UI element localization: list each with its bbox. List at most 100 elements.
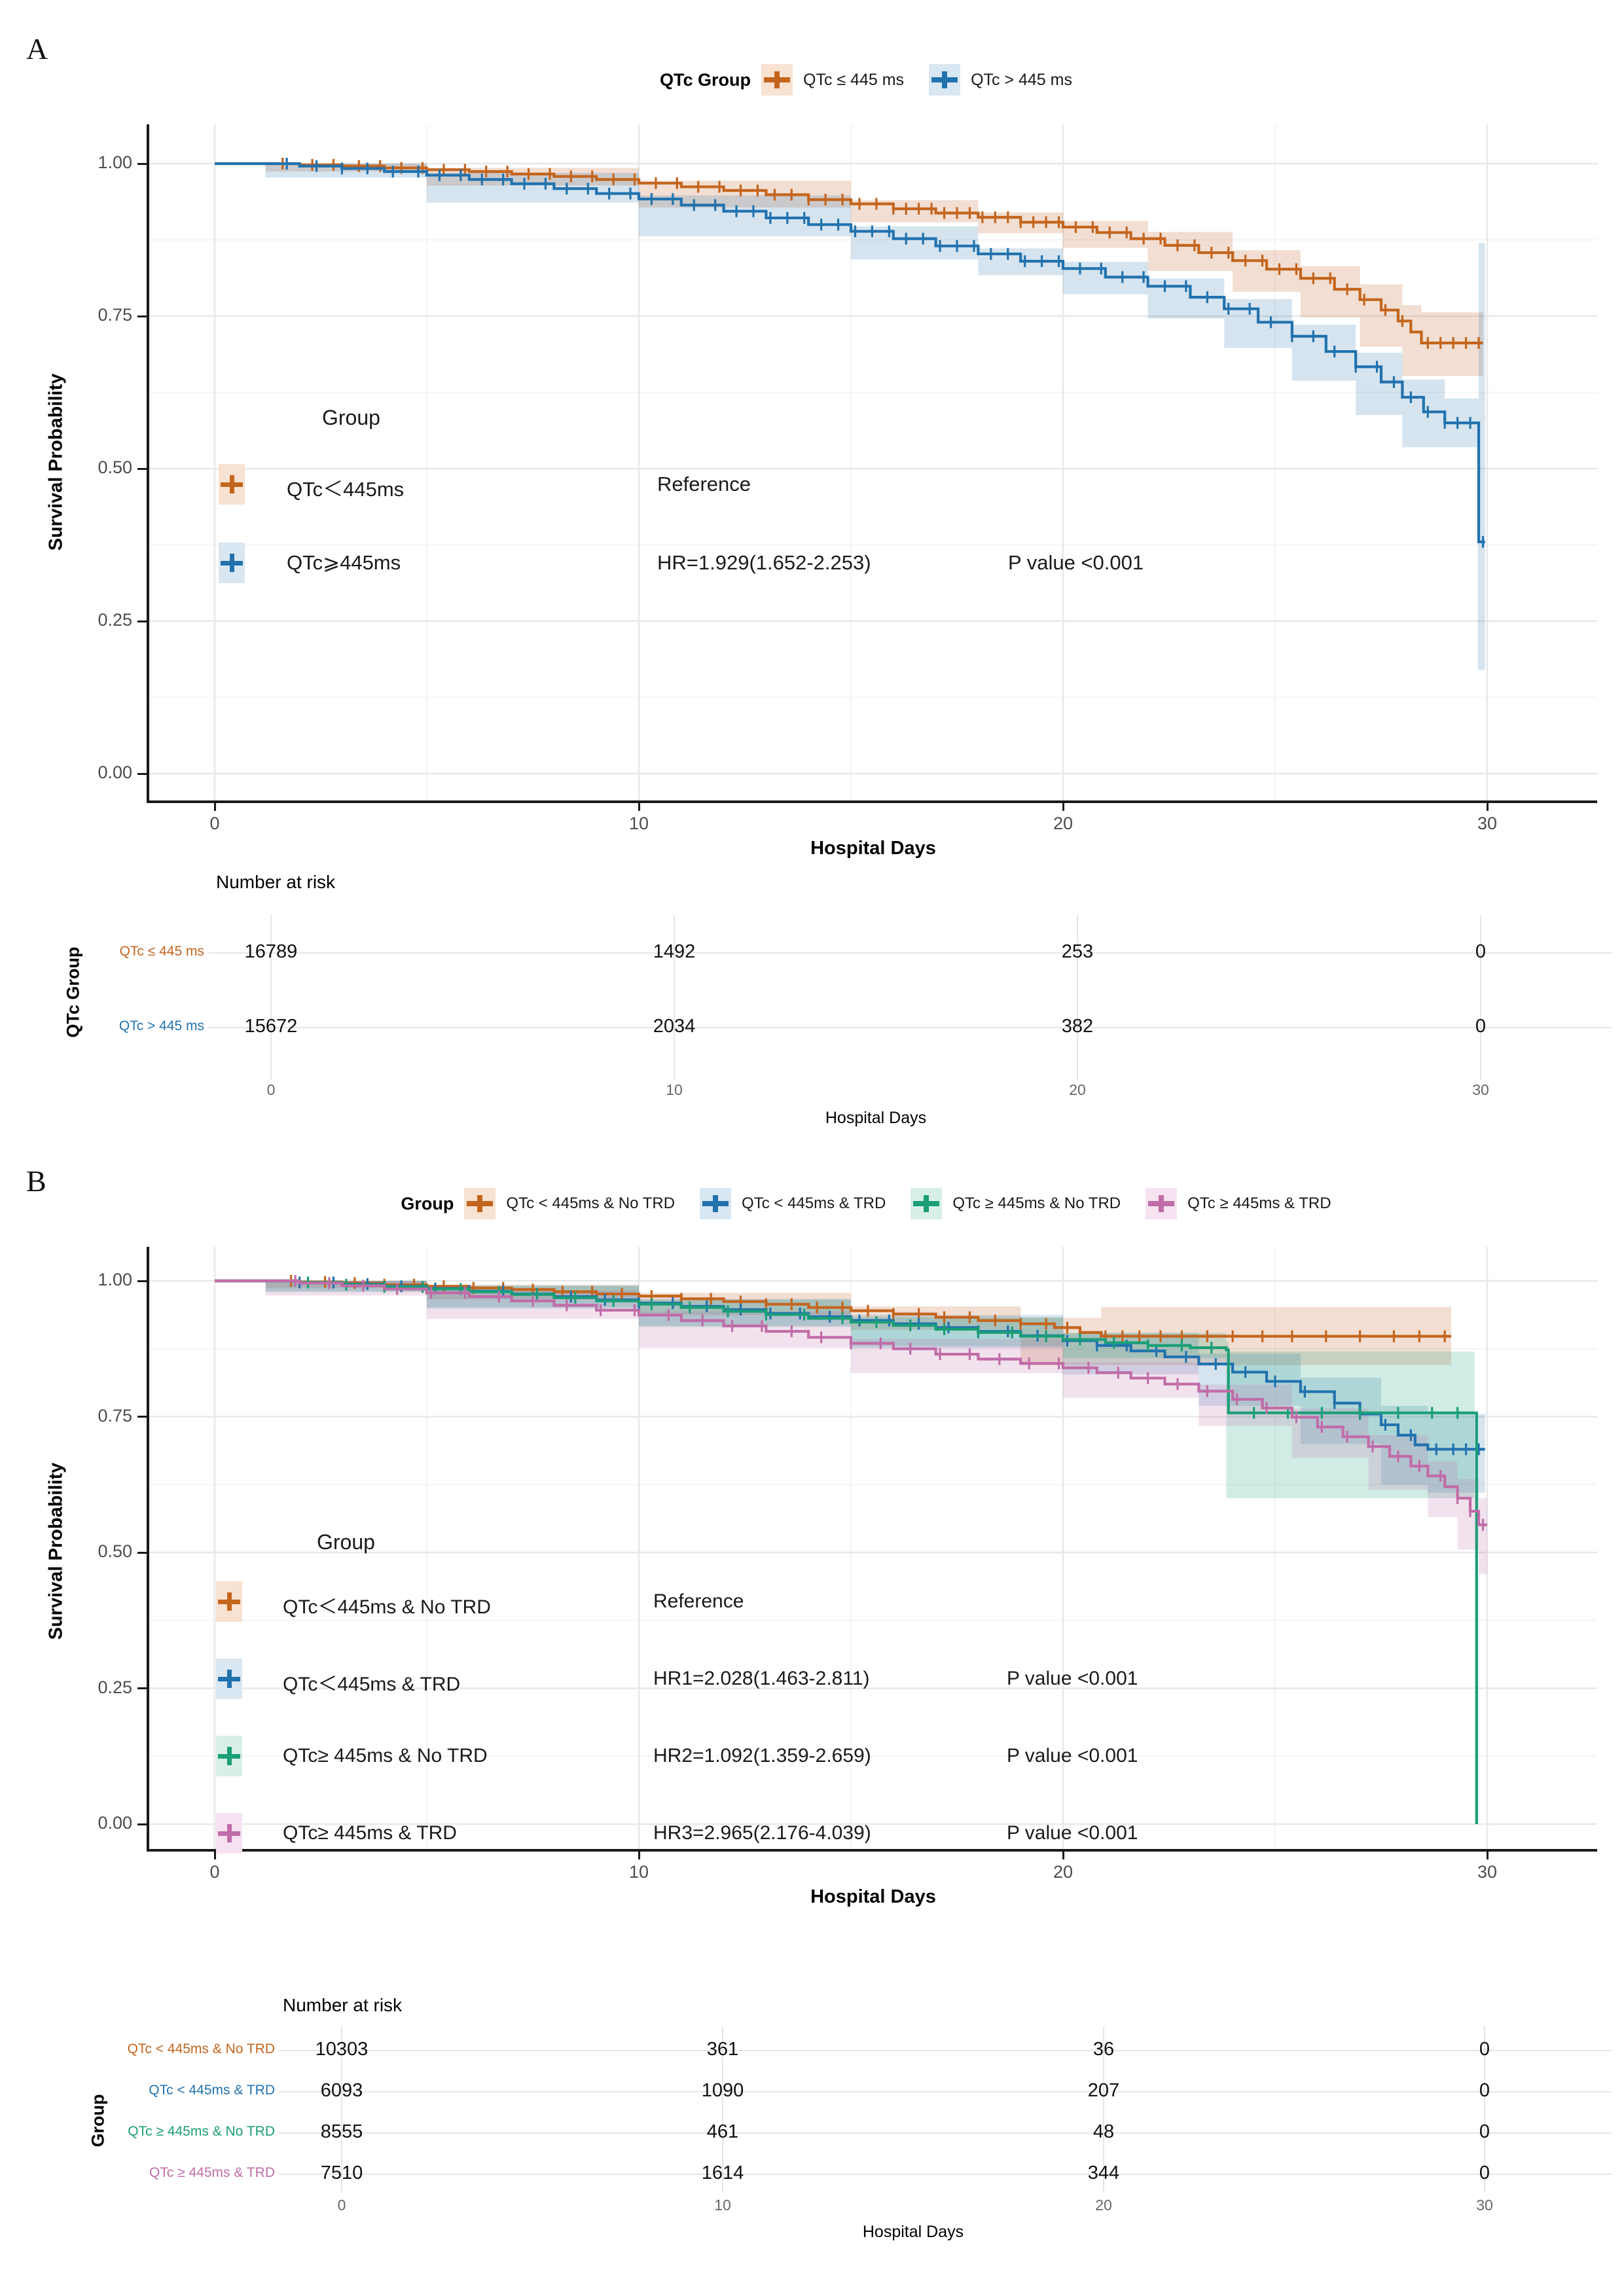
risk-value: 361 — [706, 2039, 739, 2060]
risk-table-gridline-v — [1077, 915, 1078, 1080]
risk-value: 16789 — [244, 941, 298, 962]
confidence-band-qtc-gt-445 — [265, 164, 1485, 670]
x-tick-mark — [1486, 1852, 1489, 1859]
risk-table-gridline-v — [1480, 915, 1481, 1080]
risk-value: 8555 — [320, 2121, 363, 2142]
legend-b-entry-3: QTc ≥ 445ms & TRD — [1187, 1194, 1331, 1212]
risk-value: 461 — [706, 2121, 739, 2142]
risk-table-gridline-v — [674, 915, 675, 1080]
y-tick-label: 0.75 — [98, 305, 132, 325]
y-tick-mark — [137, 620, 147, 622]
risk-table-gridline-h — [279, 2174, 1612, 2175]
x-tick-mark — [213, 803, 216, 811]
risk-value: 0 — [1479, 2080, 1490, 2101]
risk-table-a-title: Number at risk — [216, 872, 336, 892]
y-tick-mark — [137, 162, 147, 165]
y-tick-label: 0.25 — [98, 610, 132, 630]
legend-b-entry-2: QTc ≥ 445ms & No TRD — [952, 1194, 1121, 1212]
annotation-a-header: Group — [322, 406, 380, 429]
annotation-a-stat-0: Reference — [657, 473, 751, 495]
risk-row-label: QTc < 445ms & No TRD — [127, 2041, 275, 2056]
km-plot-b-canvas — [149, 1247, 1597, 1849]
legend-a-entry-0: QTc ≤ 445 ms — [803, 70, 905, 89]
annotation-b-key-3-icon — [216, 1813, 242, 1854]
x-tick-label: 10 — [628, 1862, 649, 1882]
annotation-b-pvalue-3: P value <0.001 — [1007, 1822, 1138, 1844]
y-tick-mark — [137, 467, 147, 470]
y-tick-label: 1.00 — [98, 152, 132, 172]
legend-b-entry-0: QTc < 445ms & No TRD — [506, 1194, 676, 1212]
risk-value: 207 — [1087, 2080, 1120, 2101]
x-tick-mark — [213, 1852, 216, 1859]
annotation-a-label-0: QTc＜445ms — [287, 478, 405, 501]
x-axis-title-a: Hospital Days — [810, 838, 936, 859]
x-tick-label: 20 — [1053, 1862, 1074, 1882]
risk-table-gridline-h — [208, 1027, 1612, 1028]
x-tick-mark — [1062, 803, 1064, 811]
legend-key-ge445-notrd-icon — [911, 1188, 943, 1219]
annotation-a-key-1-icon — [219, 543, 245, 583]
y-tick-label: 0.75 — [98, 1405, 132, 1426]
x-tick-mark — [1486, 803, 1489, 811]
annotation-b-stat-3: HR3=2.965(2.176-4.039) — [653, 1822, 871, 1844]
risk-table-gridline-v — [1484, 2026, 1485, 2193]
annotation-b-stat-2: HR2=1.092(1.359-2.659) — [653, 1745, 871, 1767]
risk-axis-tick-label: 10 — [666, 1081, 683, 1098]
risk-table-a-xlabel: Hospital Days — [825, 1109, 927, 1127]
annotation-b-stat-1: HR1=2.028(1.463-2.811) — [653, 1668, 870, 1689]
annotation-a-pvalue-1: P value <0.001 — [1008, 551, 1144, 574]
y-axis-title-b: Survival Probability — [45, 1462, 67, 1640]
risk-value: 6093 — [320, 2080, 363, 2101]
legend-key-lt445-notrd-icon — [464, 1188, 496, 1219]
annotation-b-key-0-icon — [216, 1581, 242, 1622]
y-tick-label: 0.50 — [98, 1541, 132, 1561]
panel-b-label: B — [26, 1164, 46, 1198]
risk-value: 1492 — [653, 941, 696, 962]
x-tick-label: 0 — [209, 1862, 220, 1882]
y-tick-mark — [137, 1687, 147, 1689]
risk-axis-tick-label: 30 — [1476, 2197, 1493, 2214]
y-tick-label: 1.00 — [98, 1270, 132, 1289]
legend-key-qtc-gt-445-icon — [929, 64, 961, 96]
risk-value: 0 — [1475, 1016, 1487, 1037]
risk-value: 36 — [1092, 2039, 1115, 2060]
x-axis-title-b: Hospital Days — [810, 1886, 936, 1907]
risk-table-gridline-h — [279, 2050, 1612, 2051]
y-tick-mark — [137, 1416, 147, 1418]
risk-axis-tick-label: 0 — [337, 2197, 346, 2214]
risk-table-gridline-v — [722, 2026, 723, 2193]
legend-a-entry-1: QTc > 445 ms — [971, 70, 1072, 89]
risk-axis-tick-label: 20 — [1095, 2197, 1112, 2214]
risk-value: 0 — [1479, 2039, 1490, 2060]
x-tick-label: 0 — [209, 814, 220, 833]
y-tick-label: 0.00 — [98, 1813, 132, 1833]
km-curve-qtc-le-445 — [215, 162, 1483, 345]
km-curve-ge445-trd — [215, 1279, 1487, 1526]
risk-table-b-xlabel: Hospital Days — [862, 2223, 964, 2241]
panel-a-label: A — [26, 32, 48, 65]
risk-row-label: QTc ≤ 445 ms — [119, 944, 204, 959]
risk-table-gridline-v — [341, 2026, 342, 2193]
risk-value: 0 — [1479, 2121, 1490, 2142]
km-plot-b — [147, 1247, 1597, 1852]
x-tick-mark — [638, 803, 640, 811]
y-tick-label: 0.00 — [98, 762, 132, 782]
risk-table-b-title: Number at risk — [283, 1995, 403, 2015]
risk-value: 0 — [1475, 941, 1487, 962]
annotation-b-pvalue-2: P value <0.001 — [1007, 1745, 1138, 1767]
risk-value: 382 — [1061, 1016, 1094, 1037]
x-tick-mark — [638, 1852, 640, 1859]
risk-value: 344 — [1087, 2162, 1120, 2183]
legend-b-entry-1: QTc < 445ms & TRD — [742, 1194, 886, 1212]
legend-panel-b: Group QTc < 445ms & No TRD QTc < 445ms &… — [149, 1188, 1597, 1219]
y-tick-mark — [137, 1823, 147, 1825]
y-tick-mark — [137, 1551, 147, 1554]
legend-panel-a: QTc Group QTc ≤ 445 ms QTc > 445 ms — [149, 64, 1597, 96]
x-tick-label: 30 — [1477, 1862, 1498, 1882]
y-tick-mark — [137, 772, 147, 775]
risk-row-label: QTc ≥ 445ms & TRD — [149, 2165, 275, 2180]
risk-axis-tick-label: 30 — [1472, 1081, 1489, 1098]
annotation-a-key-0-icon — [219, 464, 245, 505]
annotation-b-key-1-icon — [216, 1659, 242, 1699]
y-tick-label: 0.50 — [98, 457, 132, 477]
